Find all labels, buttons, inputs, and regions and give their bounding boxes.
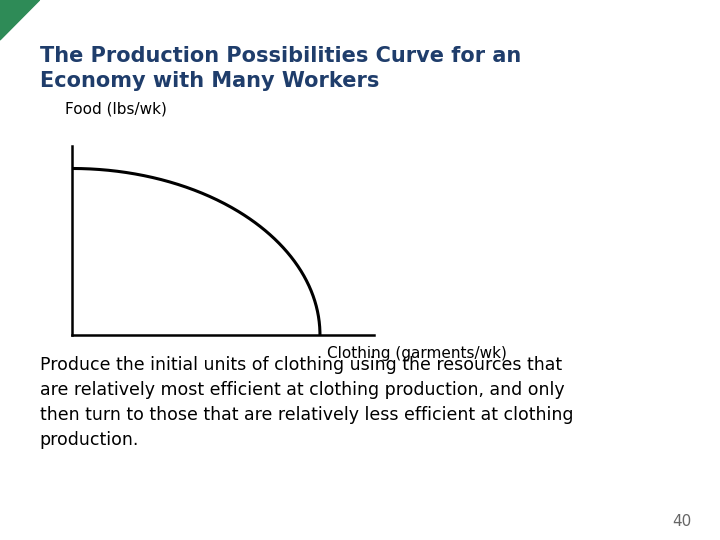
Text: Food (lbs/wk): Food (lbs/wk) [65,101,166,116]
Text: Clothing (garments/wk): Clothing (garments/wk) [327,346,507,361]
Text: The Production Possibilities Curve for an
Economy with Many Workers: The Production Possibilities Curve for a… [40,46,521,91]
Text: 40: 40 [672,514,691,529]
Text: Produce the initial units of clothing using the resources that
are relatively mo: Produce the initial units of clothing us… [40,356,573,449]
